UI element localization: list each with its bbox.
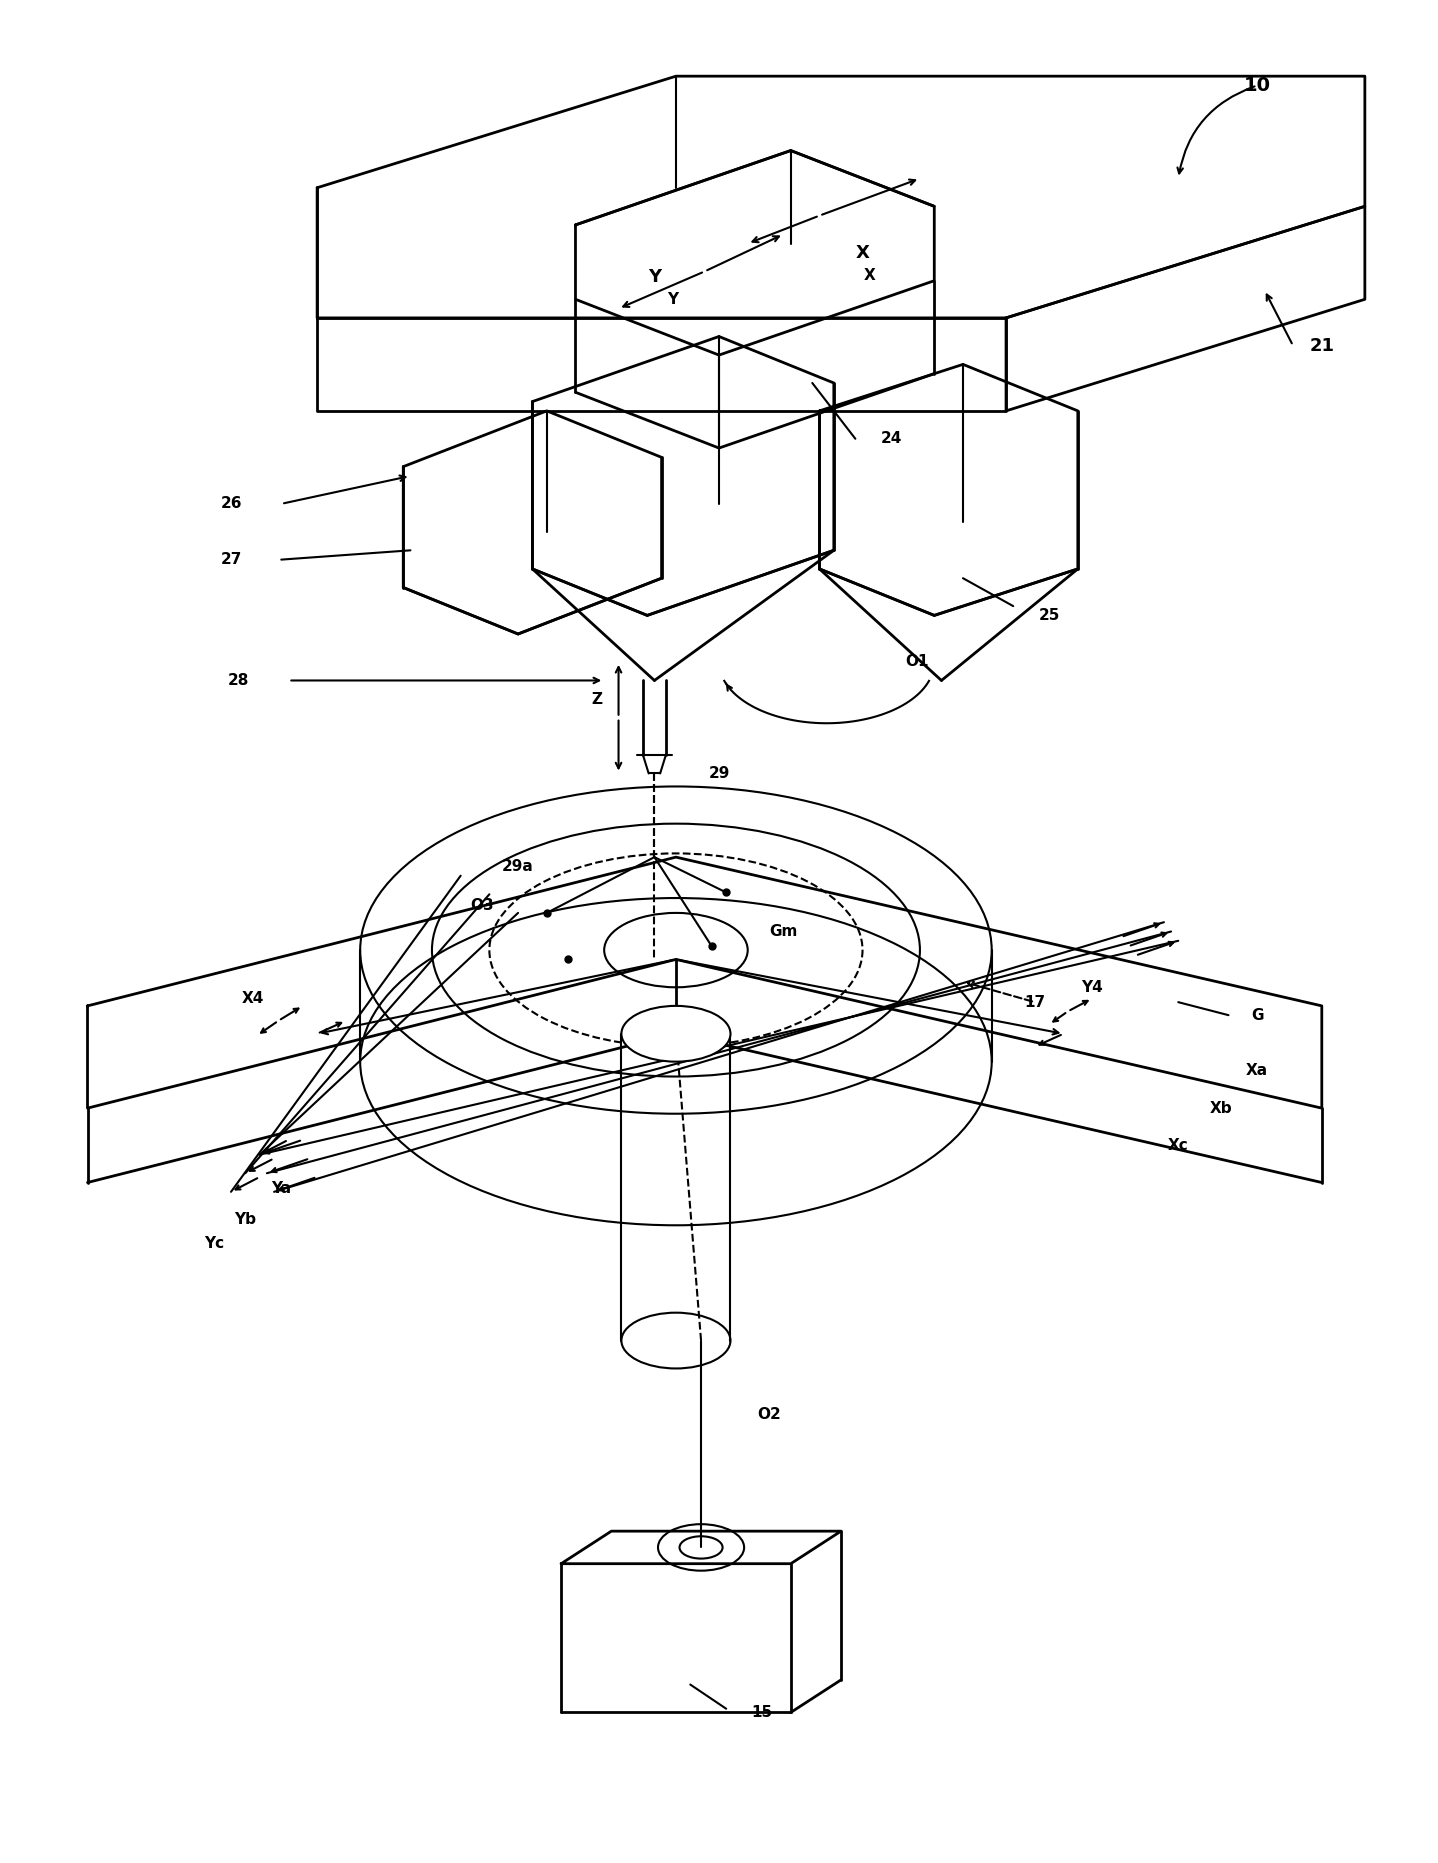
Text: 29: 29 — [709, 766, 729, 781]
Ellipse shape — [621, 1006, 731, 1062]
Text: 27: 27 — [220, 551, 242, 566]
Text: Y4: Y4 — [1081, 980, 1103, 995]
Text: 17: 17 — [1024, 995, 1045, 1010]
Text: Xc: Xc — [1168, 1138, 1189, 1153]
Text: 29a: 29a — [502, 859, 533, 874]
Text: Yc: Yc — [204, 1237, 224, 1252]
Text: O2: O2 — [758, 1407, 781, 1423]
Text: Y: Y — [649, 268, 661, 287]
Text: Xb: Xb — [1209, 1101, 1232, 1116]
Text: 25: 25 — [1038, 607, 1060, 622]
Text: 10: 10 — [1244, 76, 1271, 95]
Text: 15: 15 — [752, 1705, 772, 1720]
Text: Yb: Yb — [234, 1213, 256, 1228]
Text: O1: O1 — [906, 654, 929, 669]
Text: X: X — [864, 268, 876, 283]
Text: Y: Y — [667, 292, 679, 307]
Text: Ya: Ya — [272, 1181, 292, 1196]
Text: Z: Z — [591, 691, 603, 706]
Text: 21: 21 — [1309, 337, 1334, 354]
Text: Gm: Gm — [769, 924, 798, 939]
Text: O3: O3 — [470, 898, 495, 913]
Text: Xa: Xa — [1247, 1064, 1268, 1079]
Text: 24: 24 — [880, 430, 902, 447]
Text: X: X — [856, 244, 870, 263]
Text: X4: X4 — [242, 991, 263, 1006]
Text: 26: 26 — [220, 496, 242, 510]
Text: G: G — [1251, 1008, 1264, 1023]
Text: 28: 28 — [227, 673, 249, 687]
